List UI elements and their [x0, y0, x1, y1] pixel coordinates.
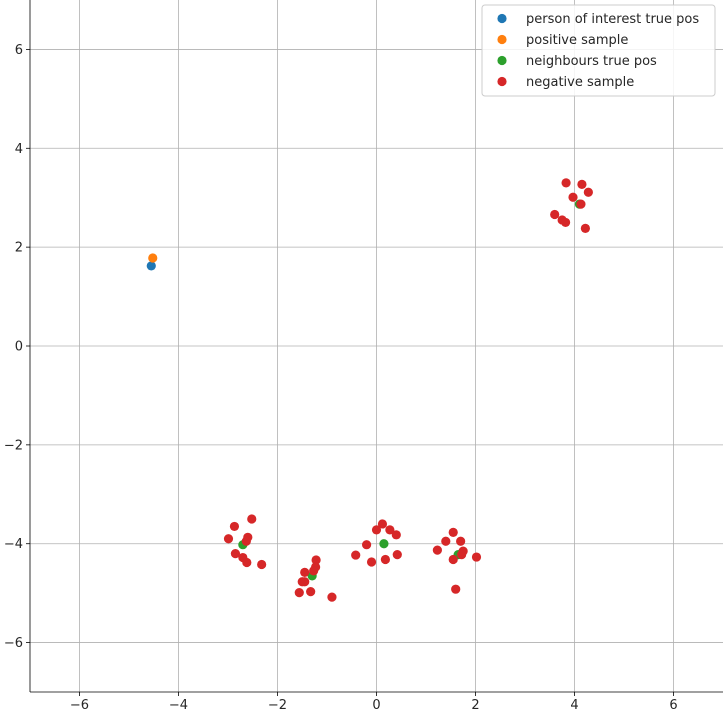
data-point-series-3 [371, 525, 382, 535]
data-point-series-3 [309, 566, 319, 576]
x-tick-label: 4 [570, 698, 578, 713]
data-point-series-3 [385, 525, 395, 535]
data-point-series-3 [351, 550, 361, 560]
data-point-series-3 [577, 179, 587, 189]
data-point-series-3 [229, 521, 240, 532]
legend-marker [497, 76, 507, 87]
data-point-series-3 [327, 592, 337, 602]
grid-lines [30, 0, 723, 692]
data-point-series-3 [247, 514, 257, 524]
axes: −6 −4 −2 0 2 4 6 −6 −4 −2 0 2 4 6 [4, 0, 723, 713]
data-point-series-3 [294, 588, 304, 598]
data-point-series-3 [561, 178, 571, 188]
legend-marker [497, 13, 507, 24]
data-point-series-3 [392, 549, 402, 560]
legend: person of interest true pos positive samp… [481, 4, 716, 97]
data-point-series-3 [432, 545, 442, 555]
data-point-series-3 [451, 584, 461, 594]
legend-label: neighbours true pos [526, 54, 657, 69]
y-tick-label: 6 [15, 43, 23, 58]
data-point-series-3 [580, 223, 590, 233]
x-tick-label: −6 [70, 698, 89, 713]
y-tick-label: 2 [15, 241, 23, 256]
legend-marker [497, 55, 507, 66]
x-tick-label: −4 [169, 698, 188, 713]
legend-box [481, 4, 716, 97]
x-tick-label: −2 [268, 698, 287, 713]
y-tick-label: −6 [4, 636, 23, 651]
y-tick-label: 0 [15, 340, 23, 355]
data-point-series-3 [576, 199, 586, 209]
data-point-series-3 [241, 536, 251, 546]
legend-label: positive sample [526, 33, 628, 48]
y-tick-label: −4 [4, 537, 23, 552]
data-point-series-3 [306, 587, 316, 597]
data-points [146, 178, 593, 602]
data-point-series-3 [311, 555, 321, 565]
data-point-series-3 [471, 552, 482, 562]
data-point-series-3 [457, 549, 467, 560]
legend-marker [497, 34, 507, 45]
legend-label: person of interest true pos [526, 12, 699, 27]
x-tick-label: 0 [372, 698, 380, 713]
x-tick-label: 6 [669, 698, 677, 713]
data-point-series-0 [146, 261, 156, 271]
data-point-series-3 [242, 557, 252, 568]
data-point-series-3 [377, 519, 388, 529]
data-point-series-3 [448, 554, 458, 565]
data-point-series-3 [366, 557, 377, 567]
data-point-series-3 [257, 559, 267, 570]
data-point-series-3 [300, 577, 310, 587]
data-point-series-3 [230, 549, 241, 559]
data-point-series-3 [223, 534, 234, 544]
data-point-series-3 [560, 217, 571, 228]
data-point-series-3 [362, 540, 372, 550]
data-point-series-2 [379, 539, 389, 549]
data-point-series-3 [391, 530, 401, 540]
data-point-series-3 [550, 209, 560, 220]
data-point-series-1 [148, 253, 158, 263]
data-point-series-3 [583, 187, 593, 197]
y-tick-label: −2 [4, 438, 23, 453]
data-point-series-3 [441, 536, 451, 546]
legend-label: negative sample [526, 75, 634, 90]
y-tick-label: 4 [15, 142, 23, 157]
data-point-series-3 [448, 527, 458, 537]
data-point-series-3 [300, 567, 310, 577]
data-point-series-3 [568, 192, 578, 202]
data-point-series-3 [380, 554, 391, 565]
data-point-series-3 [456, 536, 466, 546]
x-tick-label: 2 [471, 698, 479, 713]
